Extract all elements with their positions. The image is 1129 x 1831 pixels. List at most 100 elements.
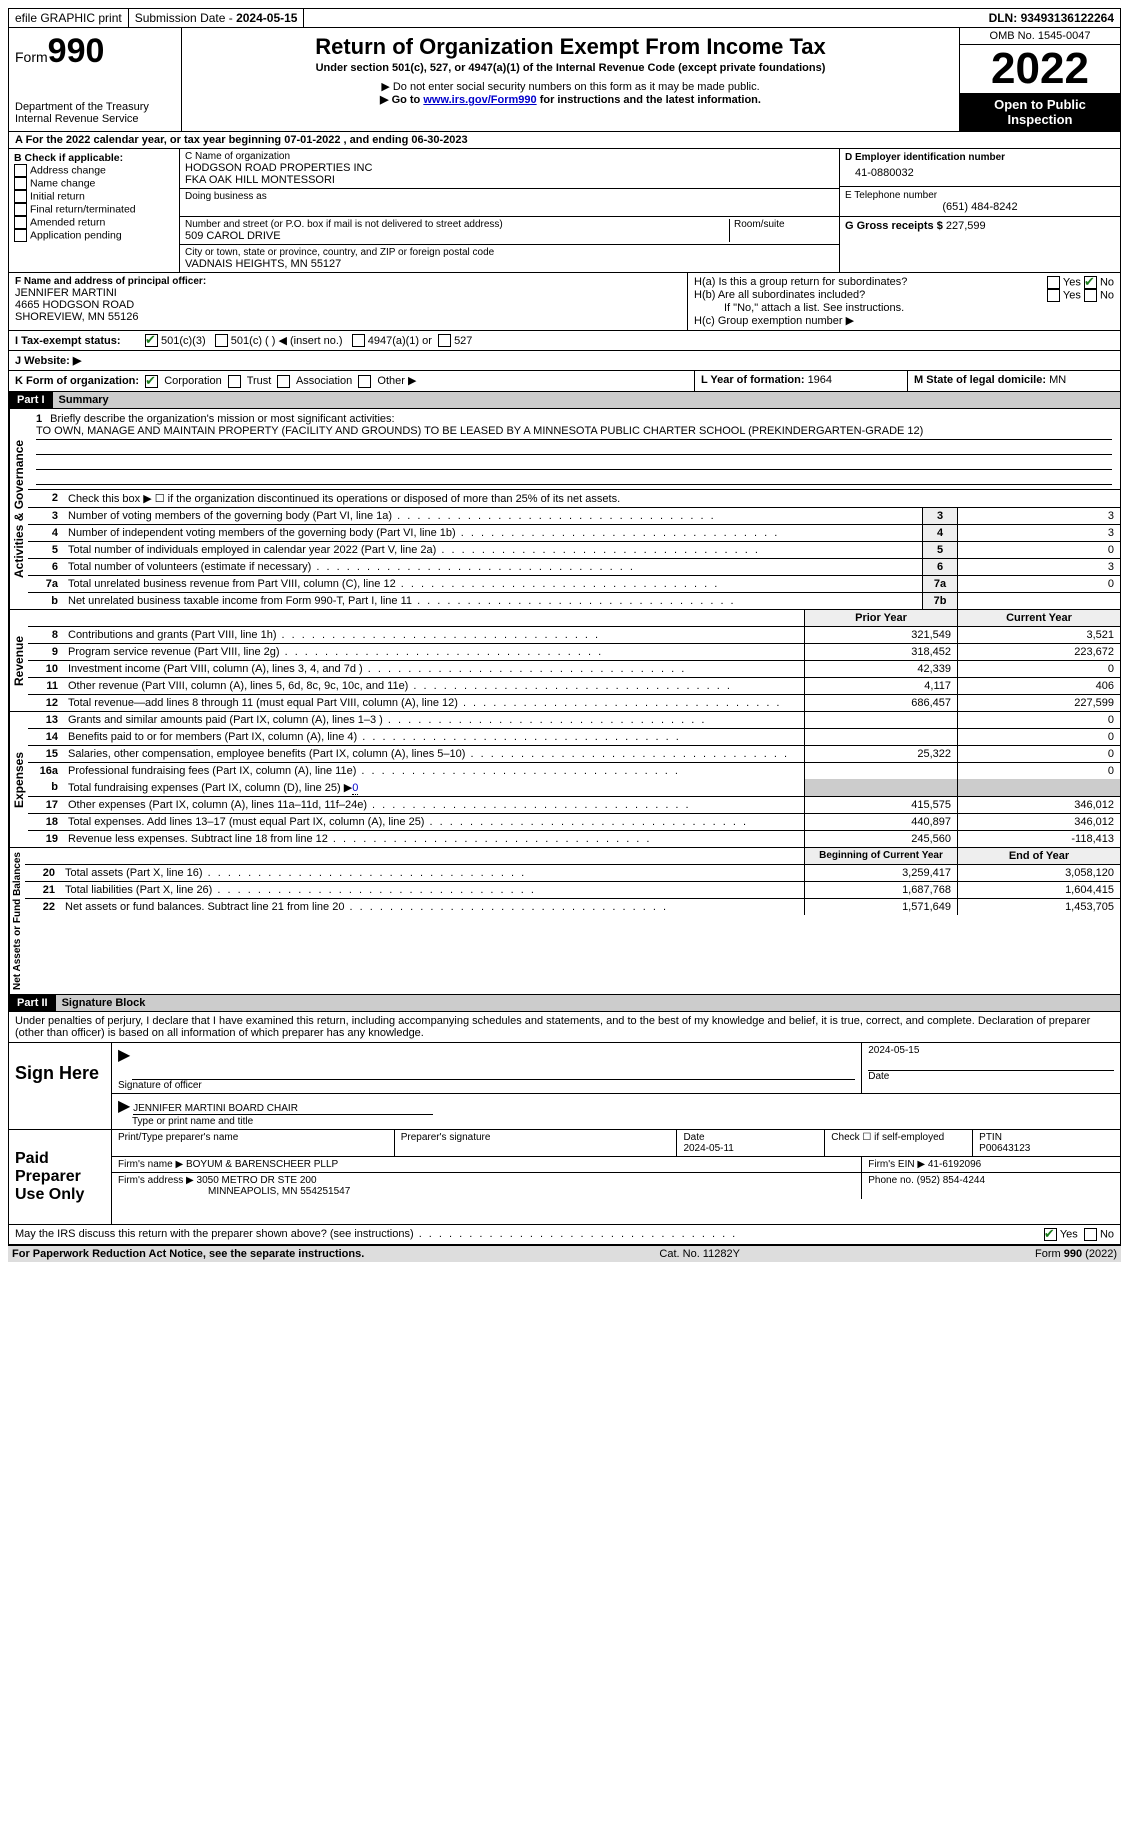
city-value: VADNAIS HEIGHTS, MN 55127 — [185, 258, 834, 270]
chk-other[interactable] — [358, 375, 371, 388]
vlabel-netassets: Net Assets or Fund Balances — [9, 848, 25, 994]
mission-text: TO OWN, MANAGE AND MAINTAIN PROPERTY (FA… — [36, 425, 1112, 440]
dept-treasury: Department of the Treasury — [15, 101, 175, 113]
line-6: 6 Total number of volunteers (estimate i… — [28, 559, 1120, 576]
box-g: G Gross receipts $ 227,599 — [840, 217, 1120, 235]
note-link: ▶ Go to www.irs.gov/Form990 for instruct… — [188, 93, 953, 106]
irs-label: Internal Revenue Service — [15, 113, 175, 125]
box-l: L Year of formation: 1964 — [694, 371, 907, 391]
line-17: 17 Other expenses (Part IX, column (A), … — [28, 797, 1120, 814]
box-j: J Website: ▶ — [8, 351, 1121, 371]
line-18: 18 Total expenses. Add lines 13–17 (must… — [28, 814, 1120, 831]
line-15: 15 Salaries, other compensation, employe… — [28, 746, 1120, 763]
chk-name-change[interactable]: Name change — [14, 177, 174, 190]
sign-here-label: Sign Here — [9, 1043, 112, 1129]
footer-right: Form 990 (2022) — [1035, 1248, 1117, 1260]
netassets-header: Beginning of Current Year End of Year — [25, 848, 1120, 865]
part2-title: Signature Block — [56, 995, 1120, 1011]
chk-assoc[interactable] — [277, 375, 290, 388]
line-10: 10 Investment income (Part VIII, column … — [28, 661, 1120, 678]
firm-phone: Phone no. (952) 854-4244 — [862, 1173, 1120, 1199]
line-7a: 7a Total unrelated business revenue from… — [28, 576, 1120, 593]
box-h: H(a) Is this a group return for subordin… — [688, 273, 1120, 330]
chk-pending[interactable]: Application pending — [14, 229, 174, 242]
line-22: 22 Net assets or fund balances. Subtract… — [25, 899, 1120, 915]
line-13: 13 Grants and similar amounts paid (Part… — [28, 712, 1120, 729]
hb-yesno: Yes No — [1047, 289, 1114, 302]
line-19: 19 Revenue less expenses. Subtract line … — [28, 831, 1120, 847]
line-b: b Net unrelated business taxable income … — [28, 593, 1120, 609]
footer-left: For Paperwork Reduction Act Notice, see … — [12, 1248, 364, 1260]
org-name-block: C Name of organization HODGSON ROAD PROP… — [180, 149, 839, 189]
part2-label: Part II — [9, 995, 56, 1011]
line-20: 20 Total assets (Part X, line 16) 3,259,… — [25, 865, 1120, 882]
chk-address-change[interactable]: Address change — [14, 164, 174, 177]
summary-revenue: Revenue Prior Year Current Year 8 Contri… — [8, 610, 1121, 712]
gross-receipts: 227,599 — [946, 220, 986, 232]
irs-link[interactable]: www.irs.gov/Form990 — [423, 94, 536, 106]
preparer-date: Date2024-05-11 — [677, 1130, 825, 1156]
box-m: M State of legal domicile: MN — [907, 371, 1120, 391]
preparer-ptin: PTINP00643123 — [973, 1130, 1120, 1156]
right-col-deg: D Employer identification number 41-0880… — [839, 149, 1120, 272]
footer: For Paperwork Reduction Act Notice, see … — [8, 1245, 1121, 1262]
h-note: If "No," attach a list. See instructions… — [694, 302, 1114, 314]
open-inspection: Open to Public Inspection — [960, 93, 1120, 131]
ha-yesno: Yes No — [1047, 276, 1114, 289]
box-f: F Name and address of principal officer:… — [9, 273, 688, 330]
chk-corp[interactable] — [145, 375, 158, 388]
preparer-block: Paid Preparer Use Only Print/Type prepar… — [8, 1130, 1121, 1225]
form-header: Form990 Department of the Treasury Inter… — [8, 28, 1121, 132]
dba-block: Doing business as — [180, 189, 839, 217]
discuss-yesno: Yes No — [1044, 1228, 1114, 1241]
revenue-header: Prior Year Current Year — [28, 610, 1120, 627]
ein-value: 41-0880032 — [845, 163, 1115, 183]
city-label: City or town, state or province, country… — [185, 247, 834, 258]
discuss-question: May the IRS discuss this return with the… — [15, 1228, 1044, 1241]
form-number: Form990 — [15, 32, 175, 71]
preparer-self-employed[interactable]: Check ☐ if self-employed — [825, 1130, 973, 1156]
officer-addr1: 4665 HODGSON ROAD — [15, 299, 681, 311]
chk-501c3[interactable] — [145, 334, 158, 347]
header-right: OMB No. 1545-0047 2022 Open to Public In… — [959, 28, 1120, 131]
box-b: B Check if applicable: Address change Na… — [9, 149, 180, 272]
sign-here-row: Sign Here ▶ Signature of officer 2024-05… — [9, 1043, 1120, 1129]
addr-value: 509 CAROL DRIVE — [185, 230, 729, 242]
line-14: 14 Benefits paid to or for members (Part… — [28, 729, 1120, 746]
line-3: 3 Number of voting members of the govern… — [28, 508, 1120, 525]
room-label: Room/suite — [734, 219, 834, 230]
period-row: A For the 2022 calendar year, or tax yea… — [8, 132, 1121, 149]
chk-trust[interactable] — [228, 375, 241, 388]
footer-mid: Cat. No. 11282Y — [659, 1248, 740, 1260]
chk-final-return[interactable]: Final return/terminated — [14, 203, 174, 216]
firm-ein: Firm's EIN ▶ 41-6192096 — [862, 1157, 1120, 1172]
org-name-label: C Name of organization — [185, 151, 834, 162]
preparer-signature[interactable]: Preparer's signature — [395, 1130, 678, 1156]
officer-addr2: SHOREVIEW, MN 55126 — [15, 311, 681, 323]
chk-amended[interactable]: Amended return — [14, 216, 174, 229]
org-name-1: HODGSON ROAD PROPERTIES INC — [185, 162, 834, 174]
chk-501c[interactable] — [215, 334, 228, 347]
vlabel-governance: Activities & Governance — [9, 409, 28, 609]
chk-4947[interactable] — [352, 334, 365, 347]
summary-expenses: Expenses 13 Grants and similar amounts p… — [8, 712, 1121, 848]
dln: DLN: 93493136122264 — [983, 9, 1120, 27]
top-bar: efile GRAPHIC print Submission Date - 20… — [8, 8, 1121, 28]
form-subtitle: Under section 501(c), 527, or 4947(a)(1)… — [188, 62, 953, 74]
paid-preparer-label: Paid Preparer Use Only — [9, 1130, 112, 1224]
header-mid: Return of Organization Exempt From Incom… — [182, 28, 959, 131]
form-title: Return of Organization Exempt From Incom… — [188, 34, 953, 60]
phone-value: (651) 484-8242 — [845, 201, 1115, 213]
officer-signature[interactable]: ▶ Signature of officer — [112, 1043, 862, 1093]
discuss-row: May the IRS discuss this return with the… — [8, 1225, 1121, 1245]
officer-name-title: ▶ JENNIFER MARTINI BOARD CHAIR Type or p… — [112, 1094, 1120, 1129]
line-21: 21 Total liabilities (Part X, line 26) 1… — [25, 882, 1120, 899]
chk-527[interactable] — [438, 334, 451, 347]
officer-name: JENNIFER MARTINI — [15, 287, 681, 299]
summary-governance: Activities & Governance 1Briefly describ… — [8, 409, 1121, 610]
header-left: Form990 Department of the Treasury Inter… — [9, 28, 182, 131]
box-e: E Telephone number (651) 484-8242 — [840, 187, 1120, 217]
chk-initial-return[interactable]: Initial return — [14, 190, 174, 203]
line-8: 8 Contributions and grants (Part VIII, l… — [28, 627, 1120, 644]
sign-date: 2024-05-15 Date — [862, 1043, 1120, 1093]
